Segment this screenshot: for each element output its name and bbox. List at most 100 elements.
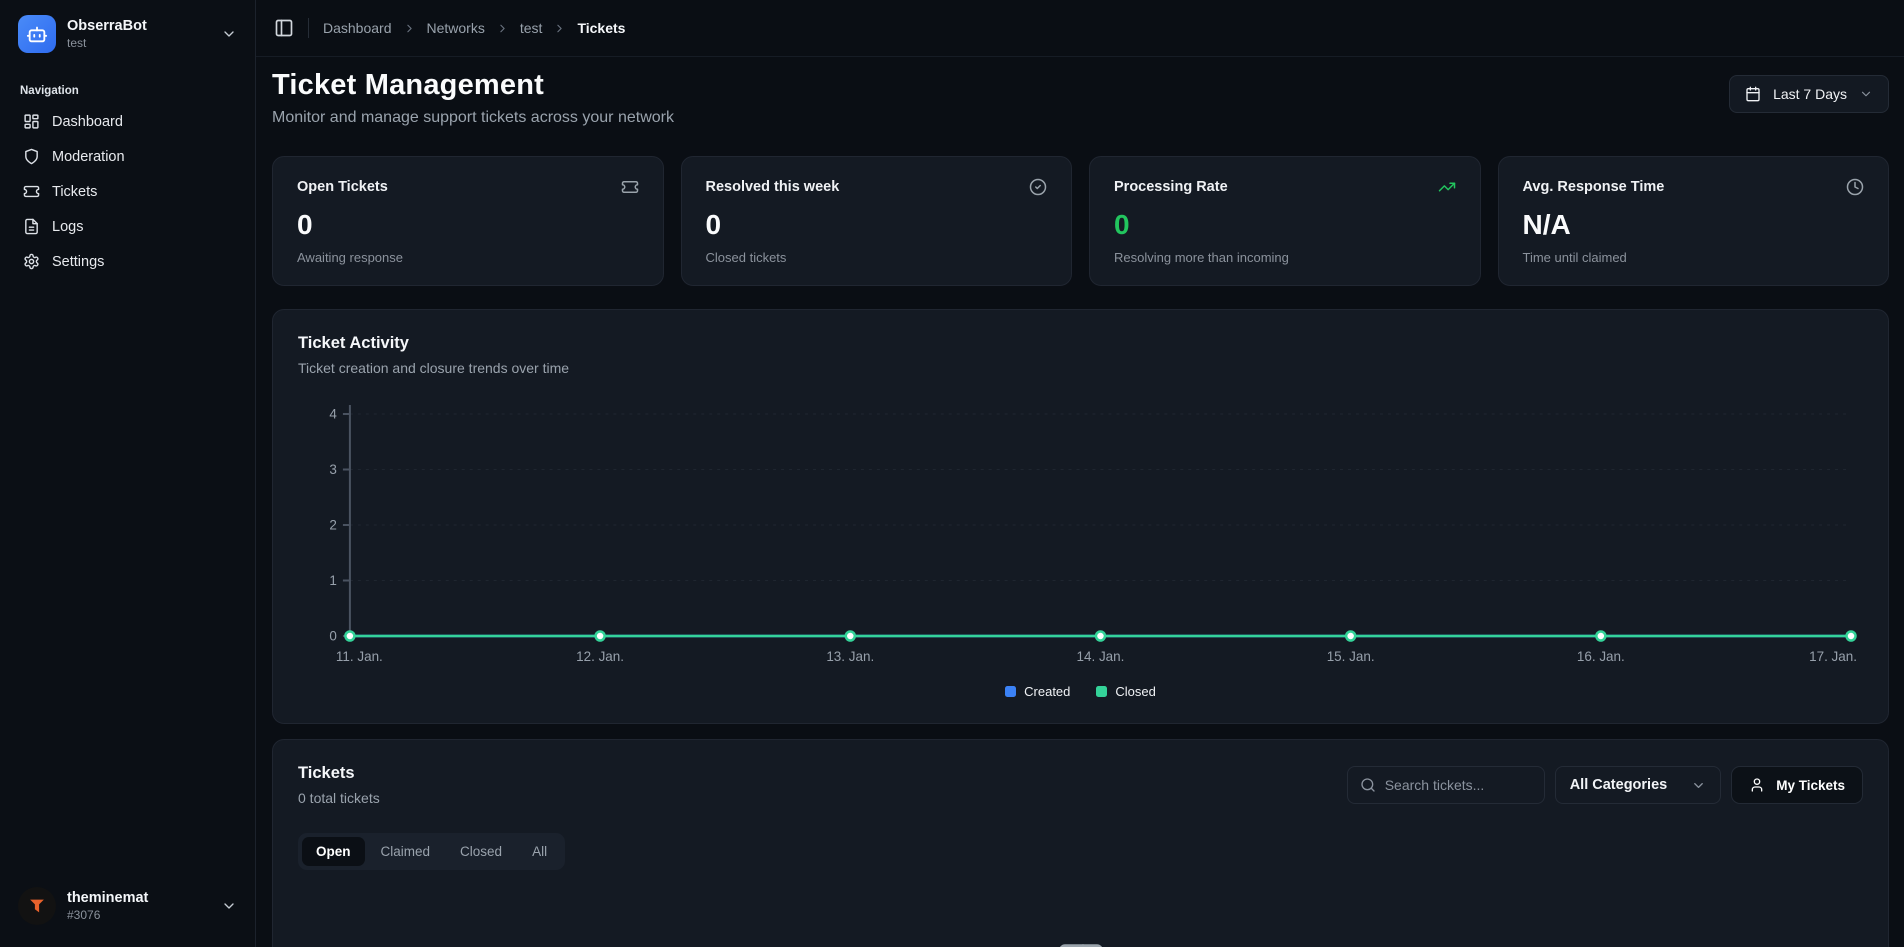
- svg-text:2: 2: [329, 517, 336, 532]
- page-subtitle: Monitor and manage support tickets acros…: [272, 109, 674, 126]
- shield-icon: [23, 148, 40, 165]
- svg-text:14. Jan.: 14. Jan.: [1077, 649, 1125, 664]
- chevron-down-icon[interactable]: [221, 898, 237, 914]
- my-tickets-button[interactable]: My Tickets: [1731, 766, 1863, 804]
- svg-text:0: 0: [329, 628, 336, 643]
- chevron-right-icon: [403, 22, 416, 35]
- sidebar-item-label: Moderation: [52, 148, 125, 165]
- legend-label: Closed: [1115, 684, 1156, 699]
- topbar: Dashboard Networks test Tickets: [256, 0, 1904, 57]
- stat-card-resolved: Resolved this week 0 Closed tickets: [680, 156, 1072, 286]
- user-name: theminemat: [67, 890, 149, 906]
- sidebar-toggle-icon[interactable]: [274, 18, 294, 38]
- category-select[interactable]: All Categories: [1554, 766, 1722, 804]
- stat-value: 0: [705, 209, 722, 240]
- user-menu[interactable]: theminemat #3076: [14, 883, 241, 929]
- tickets-count: 0 total tickets: [298, 790, 380, 806]
- ticket-activity-panel: Ticket Activity Ticket creation and clos…: [272, 309, 1889, 724]
- svg-text:3: 3: [329, 462, 336, 477]
- category-select-label: All Categories: [1569, 777, 1668, 793]
- svg-text:15. Jan.: 15. Jan.: [1327, 649, 1375, 664]
- legend-item-created: Created: [1005, 684, 1070, 699]
- stat-value: 0: [297, 209, 313, 240]
- sidebar-item-tickets[interactable]: Tickets: [14, 175, 241, 208]
- sidebar: ObserraBot test Navigation Dashboard Mod…: [0, 0, 256, 947]
- sidebar-item-label: Tickets: [52, 183, 98, 200]
- stat-value: 0: [1114, 209, 1130, 240]
- user-icon: [1749, 777, 1765, 793]
- stat-description: Awaiting response: [297, 250, 403, 265]
- search-input[interactable]: [1384, 777, 1532, 793]
- gear-icon: [23, 253, 40, 270]
- nav-section-label: Navigation: [20, 85, 79, 97]
- dashboard-icon: [23, 113, 40, 130]
- legend-item-closed: Closed: [1096, 684, 1156, 699]
- breadcrumb-network-test[interactable]: test: [519, 20, 543, 36]
- bot-name: ObserraBot: [67, 18, 147, 34]
- stat-card-processing-rate: Processing Rate 0 Resolving more than in…: [1089, 156, 1481, 286]
- ticket-icon: [1059, 944, 1102, 947]
- empty-state: [298, 936, 1863, 947]
- chart-legend: Created Closed: [298, 684, 1863, 699]
- date-range-label: Last 7 Days: [1773, 86, 1847, 102]
- stat-description: Closed tickets: [705, 250, 787, 265]
- stat-title: Processing Rate: [1114, 179, 1228, 195]
- avatar: [18, 887, 56, 925]
- tickets-title: Tickets: [298, 764, 355, 782]
- stat-card-avg-response: Avg. Response Time N/A Time until claime…: [1497, 156, 1889, 286]
- tab-closed[interactable]: Closed: [460, 844, 503, 859]
- svg-text:1: 1: [329, 573, 336, 588]
- bot-logo: [18, 15, 56, 53]
- chart-subtitle: Ticket creation and closure trends over …: [298, 360, 570, 376]
- tab-claimed[interactable]: Claimed: [380, 844, 431, 859]
- legend-swatch-closed: [1096, 686, 1108, 697]
- circle-check-icon: [1029, 178, 1047, 196]
- svg-text:4: 4: [329, 406, 337, 421]
- file-text-icon: [23, 218, 40, 235]
- calendar-icon: [1745, 86, 1761, 102]
- main-area: Dashboard Networks test Tickets Ticket M…: [256, 0, 1904, 947]
- ticket-status-tabs: Open Claimed Closed All: [298, 833, 566, 870]
- sidebar-item-logs[interactable]: Logs: [14, 210, 241, 243]
- robot-icon: [26, 26, 48, 43]
- bot-identity: ObserraBot test: [67, 18, 147, 50]
- svg-text:12. Jan.: 12. Jan.: [576, 649, 624, 664]
- ticket-activity-chart: 0 1 2 3 4 11. Jan. 12. Jan. 13. Jan. 14. Jan. 15.…: [298, 398, 1863, 674]
- sidebar-item-label: Settings: [52, 253, 105, 270]
- user-logo-icon: [30, 899, 44, 913]
- user-discriminator: #3076: [67, 908, 101, 922]
- breadcrumb-dashboard[interactable]: Dashboard: [323, 20, 392, 36]
- chevron-down-icon: [1691, 778, 1706, 793]
- stat-description: Time until claimed: [1522, 250, 1627, 265]
- sidebar-item-settings[interactable]: Settings: [14, 245, 241, 278]
- tab-open[interactable]: Open: [302, 837, 365, 866]
- chart-title: Ticket Activity: [298, 334, 409, 352]
- bot-network: test: [67, 36, 87, 50]
- search-icon: [1360, 777, 1376, 793]
- stat-title: Resolved this week: [705, 179, 840, 195]
- stat-value: N/A: [1522, 209, 1571, 240]
- my-tickets-label: My Tickets: [1776, 777, 1845, 793]
- ticket-icon: [23, 183, 40, 200]
- svg-text:11. Jan.: 11. Jan.: [336, 649, 383, 664]
- bot-switcher[interactable]: ObserraBot test: [14, 13, 241, 55]
- chevron-down-icon: [1859, 87, 1873, 101]
- stat-title: Open Tickets: [297, 179, 388, 195]
- chevron-down-icon[interactable]: [221, 26, 237, 42]
- sidebar-item-dashboard[interactable]: Dashboard: [14, 105, 241, 138]
- legend-label: Created: [1024, 684, 1071, 699]
- page-content: Ticket Management Monitor and manage sup…: [256, 57, 1904, 947]
- sidebar-nav: Dashboard Moderation Tickets Logs Settin…: [14, 105, 241, 280]
- breadcrumb-networks[interactable]: Networks: [426, 20, 485, 36]
- sidebar-item-label: Dashboard: [52, 113, 123, 130]
- sidebar-item-moderation[interactable]: Moderation: [14, 140, 241, 173]
- date-range-button[interactable]: Last 7 Days: [1729, 75, 1889, 113]
- stat-title: Avg. Response Time: [1522, 179, 1665, 195]
- tab-all[interactable]: All: [532, 844, 548, 859]
- legend-swatch-created: [1005, 686, 1017, 697]
- trending-up-icon: [1438, 178, 1456, 196]
- svg-text:16. Jan.: 16. Jan.: [1577, 649, 1625, 664]
- stats-grid: Open Tickets 0 Awaiting response Resolve…: [272, 156, 1889, 286]
- user-identity: theminemat #3076: [67, 890, 148, 922]
- search-tickets-box: [1346, 766, 1545, 804]
